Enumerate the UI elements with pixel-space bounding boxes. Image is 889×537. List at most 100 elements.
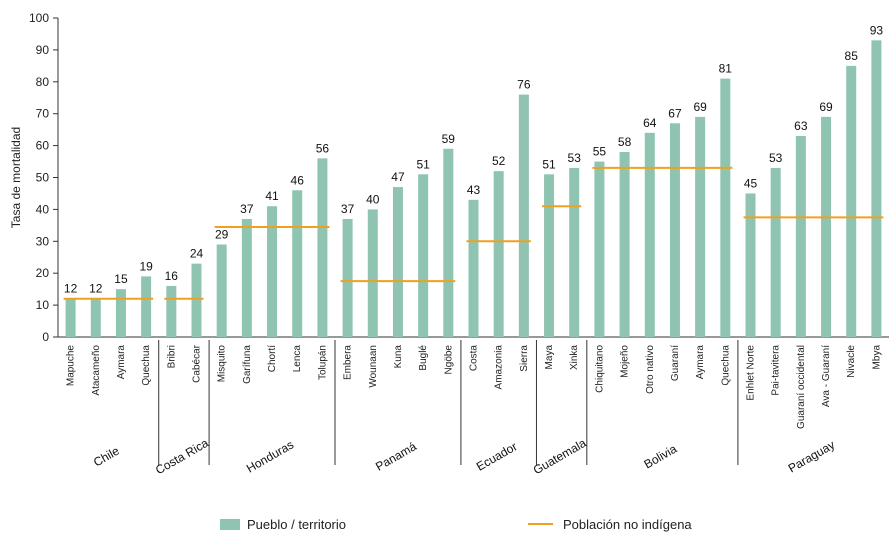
bar-value-label: 24 [190,247,204,261]
bar-value-label: 12 [64,282,78,296]
bar [619,151,630,337]
y-tick-label: 30 [36,234,50,248]
bar-value-label: 15 [114,272,128,286]
bar [745,193,756,337]
bar-value-label: 85 [845,49,859,63]
bar-value-label: 37 [341,202,355,216]
group-label: Chile [91,443,122,469]
bar-value-label: 59 [442,132,456,146]
bar [644,132,655,337]
category-label: Wounaan [368,345,379,388]
bar-value-label: 53 [769,151,783,165]
category-label: Guaraní [670,345,681,381]
group-label: Paraguay [786,438,837,476]
bar-value-label: 67 [668,106,682,120]
bar [443,148,454,337]
category-label: Ngöbe [443,345,454,375]
y-tick-label: 100 [29,11,49,25]
category-label: Sierra [519,345,530,372]
group-label: Ecuador [474,439,520,473]
bar [90,298,101,337]
bar-value-label: 63 [794,119,808,133]
y-tick-label: 0 [42,330,49,344]
y-tick-label: 40 [36,202,50,216]
category-label: Chortí [267,345,278,372]
category-label: Cabécar [192,344,203,382]
category-label: Lenca [292,345,303,373]
group-label: Bolivia [642,441,680,471]
category-label: Buglé [418,345,429,371]
group-label: Honduras [244,437,296,475]
bar [569,167,580,337]
category-label: Xinka [569,345,580,370]
bar [317,158,328,337]
category-label: Aymara [695,345,706,380]
reference-lines [63,166,884,300]
legend-label-line: Población no indígena [563,517,692,532]
bar-value-label: 16 [165,269,179,283]
category-label: Mbya [871,345,882,370]
y-tick-label: 60 [36,139,50,153]
legend: Pueblo / territorio Población no indígena [220,517,692,532]
bar-value-label: 12 [89,282,103,296]
axes: 0 10 20 30 40 50 60 70 80 90 100 Tasa de mortalidad [9,11,889,465]
bar-value-label: 40 [366,192,380,206]
bar [871,40,882,338]
category-label: Embera [343,345,354,380]
bar [292,190,303,337]
category-label: Bribri [166,345,177,368]
category-label: Pai-tavitera [771,345,782,396]
bar-value-label: 58 [618,135,632,149]
bar-value-label: 52 [492,154,506,168]
bar [770,167,781,337]
y-tick-label: 70 [36,107,50,121]
bar-value-label: 64 [643,116,657,130]
category-label: Misquito [217,345,228,383]
bar [720,78,731,338]
bar-value-label: 41 [265,189,279,203]
bar [695,116,706,337]
bar-value-label: 47 [391,170,405,184]
category-label: Quechua [720,345,731,386]
bar [544,174,555,337]
bar [216,244,227,337]
bar-value-label: 76 [517,78,531,92]
y-tick-label: 90 [36,43,50,57]
category-label: Maya [544,345,555,370]
group-label: Guatemala [531,436,589,478]
category-label: Atacameño [91,345,102,396]
bar-value-label: 43 [467,183,481,197]
group-label: Panamá [373,439,419,474]
group-label: Costa Rica [153,436,211,478]
bar-value-label: 29 [215,227,229,241]
y-tick-label: 20 [36,266,50,280]
bar [65,298,76,337]
y-tick-label: 80 [36,75,50,89]
bar-value-label: 55 [593,145,607,159]
bar-value-label: 46 [291,173,305,187]
bar [392,187,403,337]
bar [267,206,278,337]
bar-value-label: 51 [416,157,430,171]
y-axis-title: Tasa de mortalidad [9,127,23,228]
category-label: Garífuna [242,345,253,384]
category-label: Costa [469,345,480,372]
legend-swatch-bars [220,519,240,530]
bar-value-label: 37 [240,202,254,216]
bar [367,209,378,337]
category-label: Aymara [116,345,127,380]
bar [342,218,353,337]
bar-value-label: 93 [870,23,884,37]
category-label: Quechua [141,345,152,386]
category-label: Mojeño [620,345,631,378]
category-label: Otro nativo [645,345,656,394]
bar [493,171,504,337]
legend-label-bars: Pueblo / territorio [247,517,346,532]
category-label: Kuna [393,345,404,369]
category-label: Chiquitano [594,345,605,393]
bar-value-label: 19 [139,259,153,273]
bar [594,161,605,337]
bar [191,263,202,337]
bar-value-label: 69 [819,100,833,114]
